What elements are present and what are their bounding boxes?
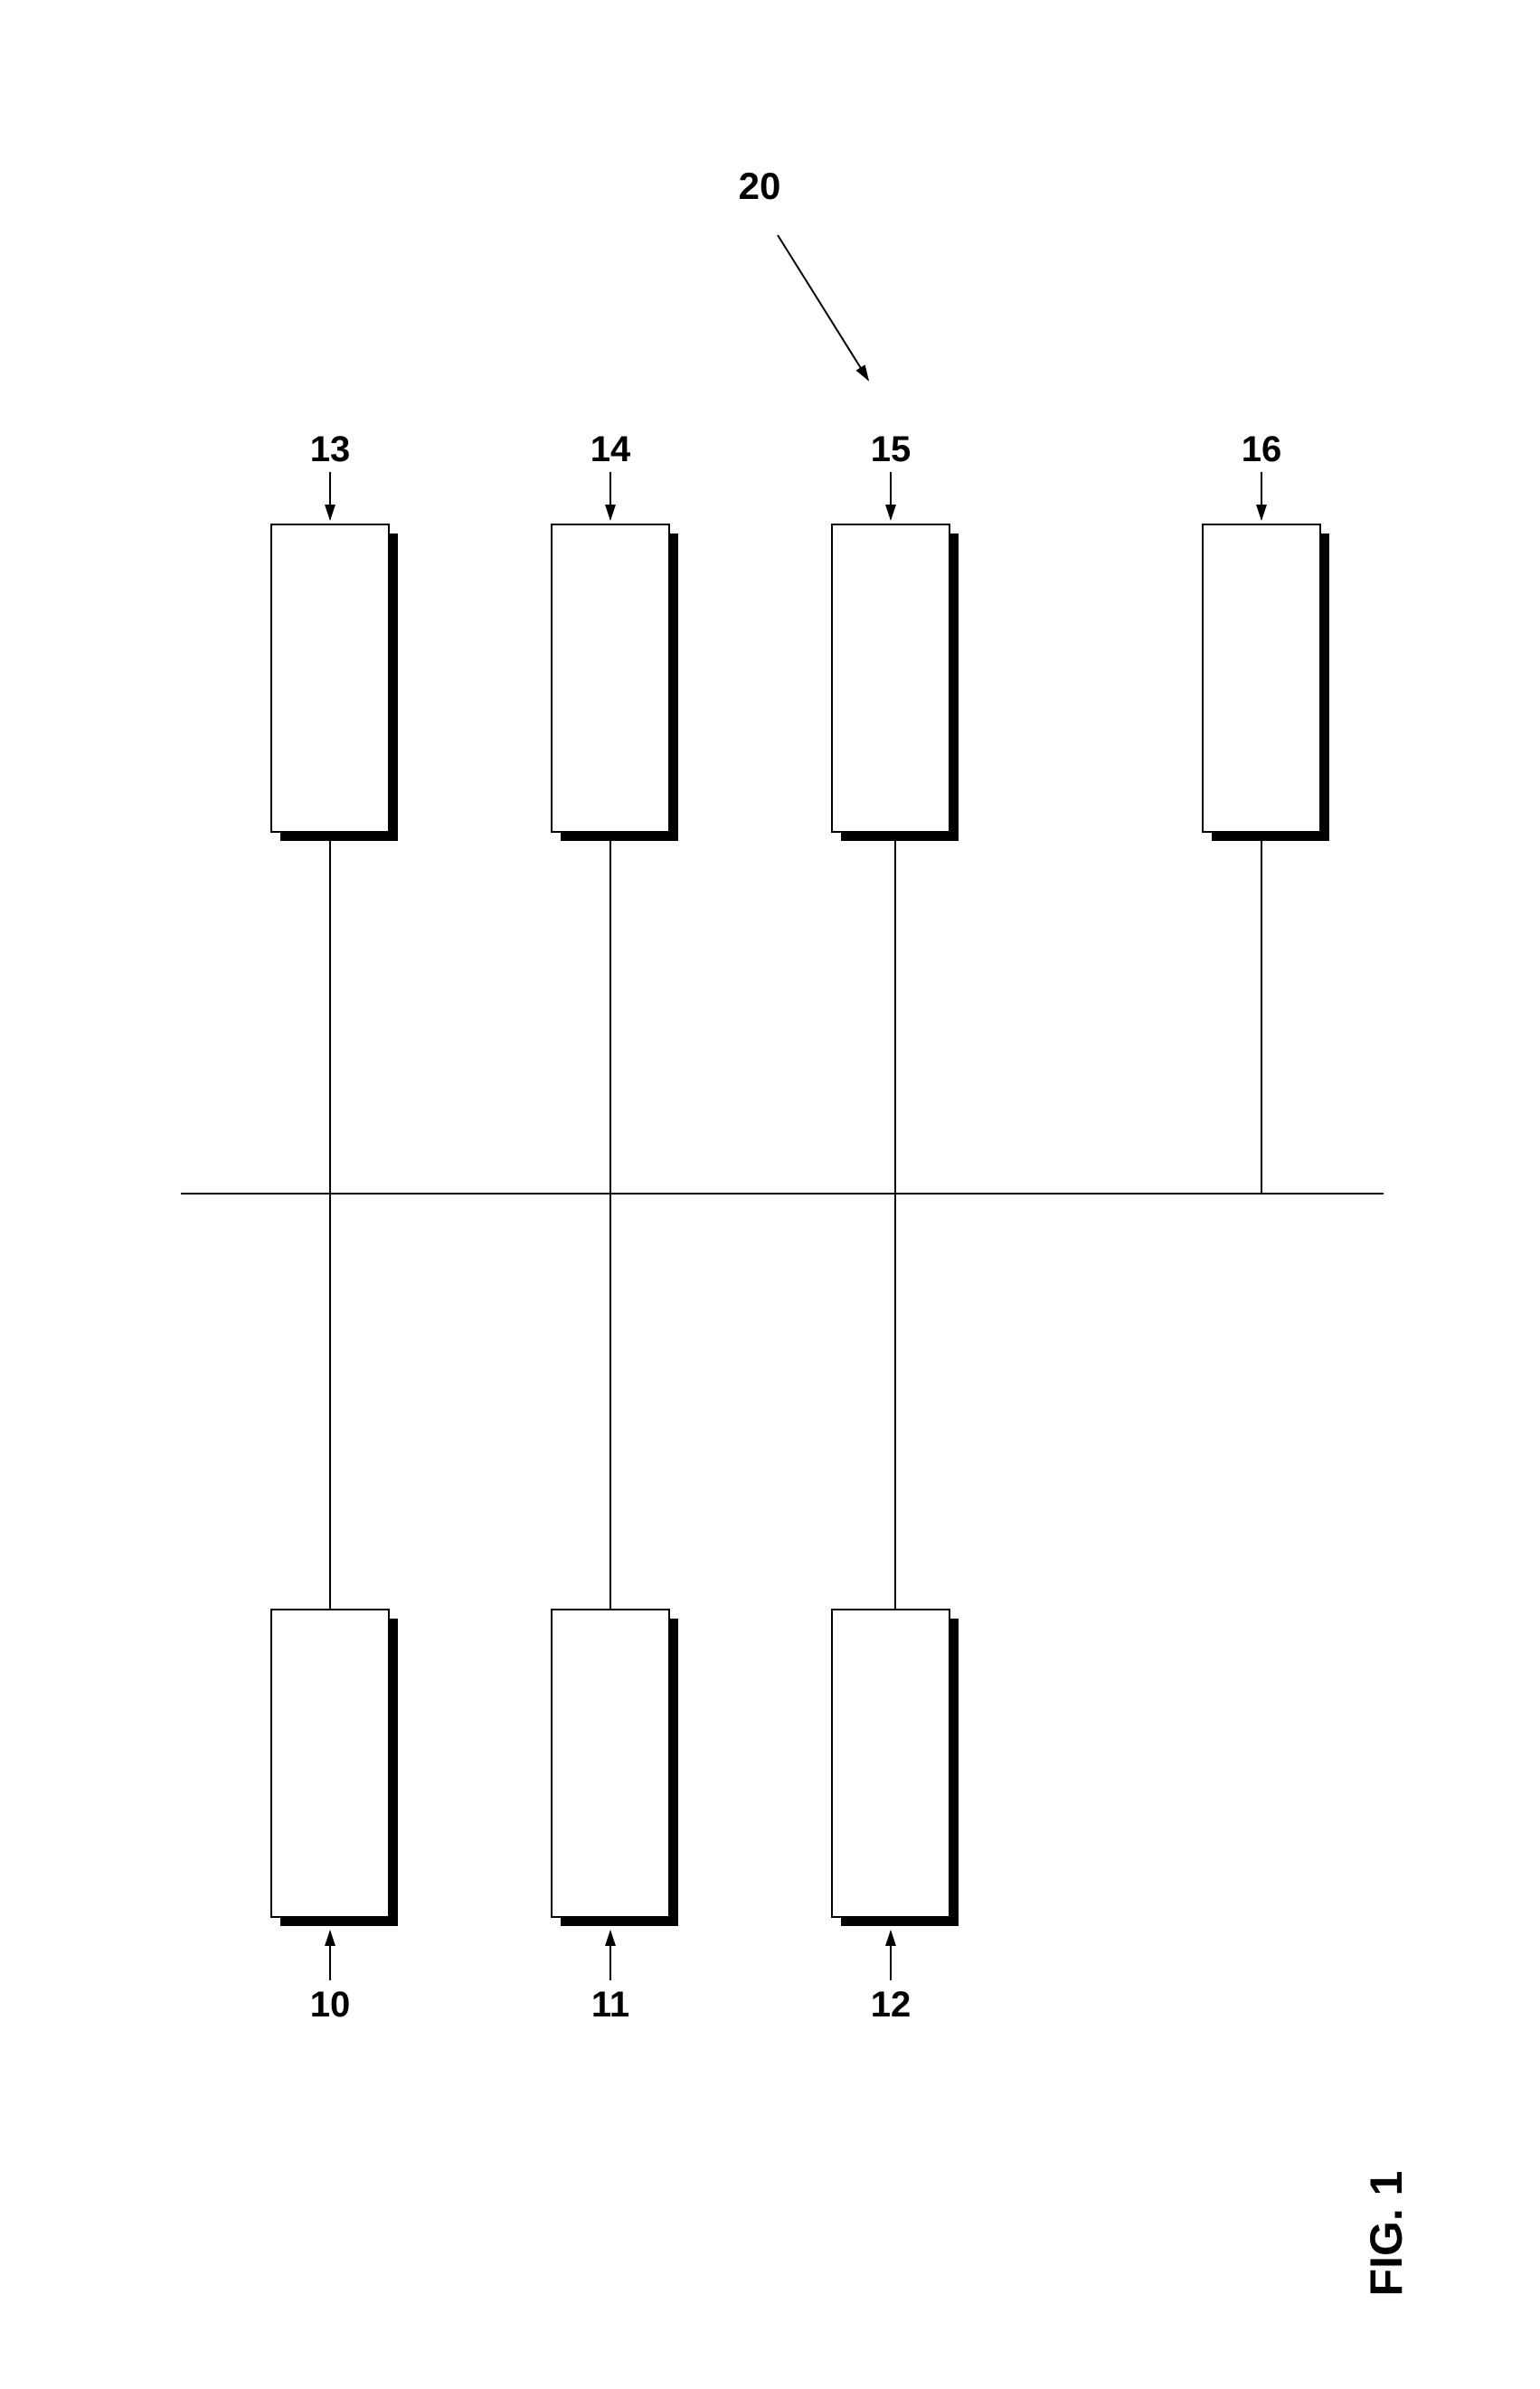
node-box-16 xyxy=(1203,524,1320,832)
node-label-15: 15 xyxy=(871,430,912,469)
node-label-10: 10 xyxy=(310,1985,351,2025)
figure-canvas: 20 13 14 15 16 10 11 12 FIG. 1 xyxy=(0,0,1540,2389)
figure-caption: FIG. 1 xyxy=(1361,2171,1412,2297)
node-box-13 xyxy=(271,524,389,832)
node-label-16: 16 xyxy=(1242,430,1282,469)
node-box-15 xyxy=(832,524,950,832)
node-box-12 xyxy=(832,1610,950,1917)
system-label: 20 xyxy=(739,165,781,207)
system-lead-arrow xyxy=(778,235,868,380)
node-label-14: 14 xyxy=(590,430,631,469)
node-label-11: 11 xyxy=(591,1985,629,2025)
node-box-14 xyxy=(552,524,669,832)
node-label-12: 12 xyxy=(871,1985,912,2025)
node-box-10 xyxy=(271,1610,389,1917)
node-label-13: 13 xyxy=(310,430,351,469)
node-box-11 xyxy=(552,1610,669,1917)
